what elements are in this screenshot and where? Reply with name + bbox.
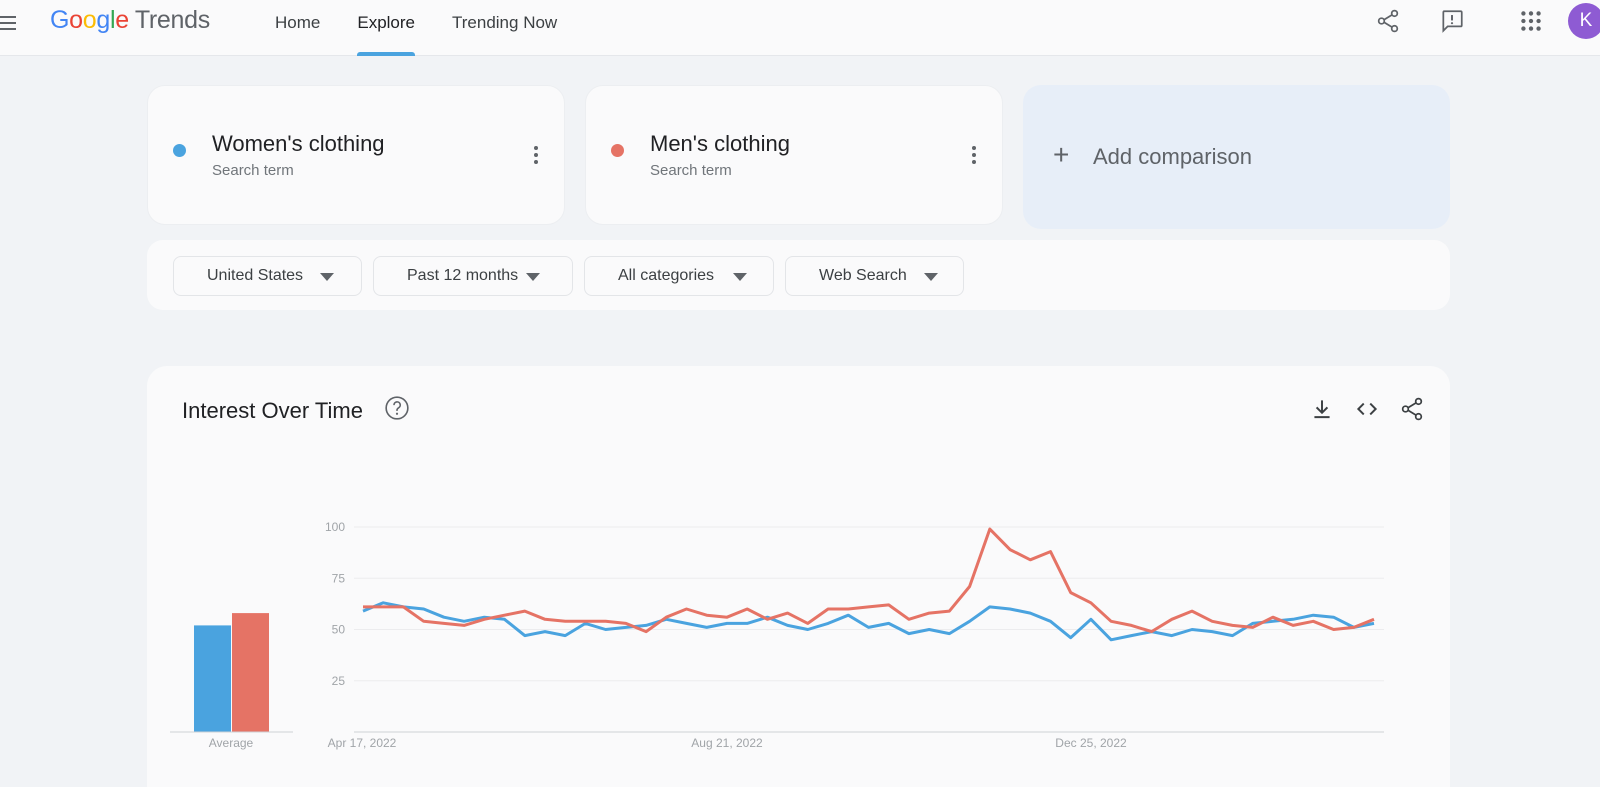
region-filter-dropdown[interactable]: United States [173,256,362,296]
series-color-dot [173,144,186,157]
share-icon[interactable] [1399,396,1425,422]
x-tick-label: Apr 17, 2022 [328,736,397,750]
x-tick-label: Aug 21, 2022 [691,736,763,750]
time-range-filter-dropdown[interactable]: Past 12 months [373,256,573,296]
apps-grid-icon[interactable] [1518,8,1544,34]
add-comparison-label: Add comparison [1093,144,1252,169]
caret-down-icon [526,273,540,281]
search-term-card-2[interactable]: Men's clothing Search term [585,85,1003,225]
chart-grid [354,526,1384,733]
caret-down-icon [924,273,938,281]
more-options-icon[interactable] [966,144,982,166]
share-icon[interactable] [1375,8,1401,34]
x-tick-label: Dec 25, 2022 [1055,736,1127,750]
interest-over-time-chart[interactable]: 25 50 75 100 Average Apr 17, 2022 Aug 21, 2022… [147,366,1450,787]
hamburger-menu-icon[interactable] [0,14,20,32]
user-avatar[interactable]: K [1568,3,1600,39]
y-tick-label: 25 [332,674,346,688]
search-term-type: Search term [212,162,294,179]
feedback-icon[interactable] [1439,8,1465,34]
interest-over-time-card: Interest Over Time 25 50 75 100 Average Apr 1… [147,366,1450,787]
y-tick-label: 75 [332,571,346,585]
app-header: Google Trends Home Explore Trending Now K [0,0,1600,56]
average-bar[interactable] [194,625,231,732]
search-term-type: Search term [650,162,732,179]
search-term-name[interactable]: Women's clothing [212,131,385,156]
plus-icon: + [1053,139,1070,170]
category-filter-dropdown[interactable]: All categories [584,256,774,296]
search-term-card-1[interactable]: Women's clothing Search term [147,85,565,225]
caret-down-icon [320,273,334,281]
y-tick-label: 100 [325,520,345,534]
embed-code-icon[interactable] [1354,396,1380,422]
search-term-name[interactable]: Men's clothing [650,131,790,156]
chart-axis-labels: 25 50 75 100 Average Apr 17, 2022 Aug 21, 2022… [209,520,1127,750]
chart-title: Interest Over Time [182,398,363,423]
average-bar-chart [170,613,293,733]
nav-tab-explore[interactable]: Explore [357,0,415,56]
download-icon[interactable] [1309,396,1335,422]
add-comparison-button[interactable]: + Add comparison [1023,85,1450,229]
nav-tab-trending-now[interactable]: Trending Now [452,13,558,32]
line-chart-series [362,527,1375,642]
google-trends-logo[interactable]: Google Trends [50,6,210,34]
more-options-icon[interactable] [528,144,544,166]
caret-down-icon [733,273,747,281]
average-bar[interactable] [232,613,269,732]
nav-tab-home[interactable]: Home [275,13,321,32]
series-line[interactable] [363,527,1375,634]
main-nav: Home Explore Trending Now [275,0,594,56]
series-line[interactable] [362,601,1375,642]
filter-bar: United States Past 12 months All categor… [147,240,1450,310]
search-type-filter-dropdown[interactable]: Web Search [785,256,964,296]
series-color-dot [611,144,624,157]
average-label: Average [209,736,254,750]
y-tick-label: 50 [332,623,346,637]
help-icon[interactable] [384,395,410,421]
